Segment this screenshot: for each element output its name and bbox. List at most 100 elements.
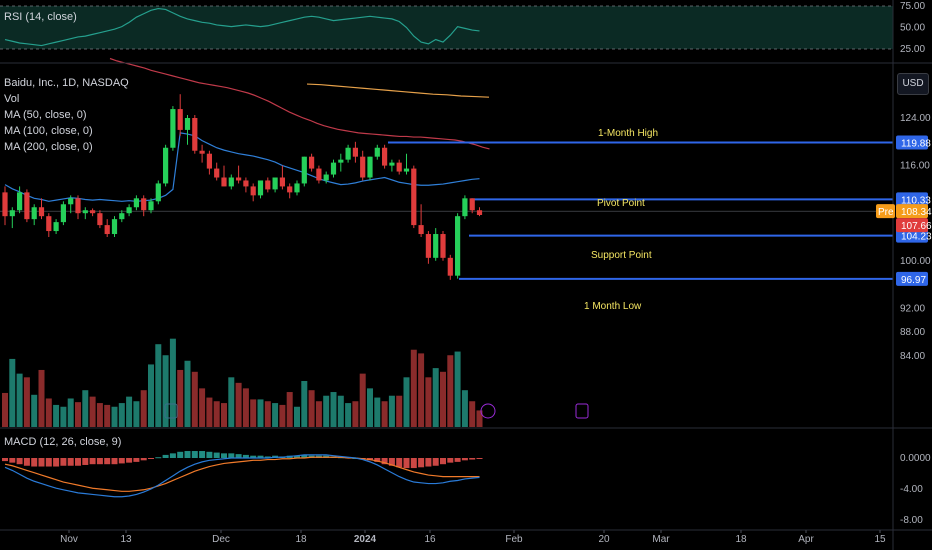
volume-bar: [323, 395, 330, 427]
volume-bar: [38, 369, 45, 427]
volume-bar: [250, 399, 257, 427]
volume-bar: [199, 388, 206, 427]
candle-body: [148, 201, 154, 211]
volume-bar: [2, 392, 8, 427]
candle-body: [243, 180, 249, 187]
candle-body: [411, 168, 417, 226]
macd-histogram-bar: [184, 451, 191, 458]
ma200-label: MA (200, close, 0): [4, 141, 93, 153]
pre-price-label: 108.34: [901, 207, 932, 218]
volume-bar: [352, 401, 359, 427]
candle-body: [250, 186, 256, 196]
candle-body: [418, 225, 424, 235]
candle-body: [403, 168, 410, 172]
candle-body: [374, 147, 380, 157]
volume-bar: [206, 397, 213, 427]
macd-tick-label: -8.00: [900, 515, 923, 526]
candle-body: [382, 147, 388, 166]
rsi-tick-label: 50.00: [900, 23, 925, 34]
macd-histogram-bar: [104, 458, 111, 465]
volume-bar: [53, 404, 60, 427]
candle-body: [360, 156, 366, 178]
candle-body: [38, 207, 45, 217]
price-tag-label: 96.97: [901, 275, 926, 286]
macd-histogram-bar: [410, 458, 417, 469]
price-tick-label: 92.00: [900, 303, 925, 314]
time-tick-label: 18: [735, 534, 747, 545]
volume-bar: [330, 392, 337, 427]
volume-bar: [89, 396, 96, 427]
volume-bar: [148, 364, 154, 427]
candle-body: [352, 147, 358, 157]
volume-bar: [308, 390, 315, 427]
candle-body: [111, 219, 118, 235]
macd-histogram-bar: [16, 458, 23, 465]
time-tick-label: Apr: [798, 534, 814, 545]
candle-body: [104, 225, 110, 235]
time-axis: Nov 13 Dec 18 2024 16 Feb 20 Mar 18 Apr 15: [60, 530, 886, 545]
candle-body: [221, 177, 227, 187]
candle-body: [316, 168, 322, 181]
volume-bar: [16, 373, 23, 427]
time-tick-label: Mar: [652, 534, 670, 545]
price-tag: [896, 135, 928, 150]
candle-body: [425, 234, 431, 258]
candle-body: [345, 147, 351, 160]
ma100-label: MA (100, close, 0): [4, 125, 93, 137]
time-tick-label: 2024: [354, 534, 377, 545]
time-tick-label: 16: [424, 534, 436, 545]
macd-histogram-bar: [403, 458, 410, 469]
volume-bar: [257, 399, 264, 427]
candle-body: [2, 192, 8, 217]
pre-price-tag: [896, 204, 928, 219]
rsi-tick-label: 75.00: [900, 1, 925, 12]
volume-bar: [425, 377, 432, 427]
pre-badge: [876, 204, 895, 219]
close-price-tag: [896, 218, 928, 233]
pre-badge-label: Pre: [878, 207, 894, 218]
macd-histogram-bar: [118, 458, 125, 464]
vol-label: Vol: [4, 93, 19, 105]
candle-body: [287, 186, 293, 193]
macd-histogram-bar: [228, 453, 235, 458]
volume-bar: [140, 390, 147, 427]
candle-body: [9, 210, 15, 217]
candle-body: [469, 198, 475, 211]
macd-histogram-bar: [454, 458, 461, 462]
rsi-label: RSI (14, close): [4, 11, 77, 23]
main-title: Baidu, Inc., 1D, NASDAQ: [4, 77, 129, 89]
volume-bar: [359, 373, 366, 427]
volume-bar: [447, 355, 454, 427]
currency-button[interactable]: USD: [897, 73, 929, 95]
time-tick-label: 15: [874, 534, 886, 545]
candle-body: [323, 174, 329, 181]
macd-histogram-bar: [425, 458, 432, 467]
candle-body: [46, 216, 52, 232]
candle-body: [17, 192, 23, 211]
candle-body: [476, 210, 483, 215]
candle-body: [272, 177, 278, 190]
candle-body: [184, 118, 191, 130]
macd-histogram-bar: [96, 458, 103, 465]
candle-body: [163, 147, 169, 184]
volume-bar: [315, 401, 322, 427]
volume-bar: [410, 349, 417, 427]
volume-bar: [162, 355, 169, 427]
macd-histogram-bar: [374, 458, 381, 462]
volume-bar: [418, 353, 425, 427]
macd-histogram-bar: [53, 458, 60, 467]
ma50-line: [4, 132, 480, 202]
candle-body: [155, 183, 161, 202]
time-tick-label: 18: [295, 534, 307, 545]
macd-histogram-bar: [440, 458, 446, 465]
volume-bar: [374, 397, 381, 427]
price-tag-label: 119.88: [901, 139, 931, 150]
macd-line: [4, 454, 480, 498]
macd-histogram-bar: [264, 456, 271, 458]
price-tick-label: 84.00: [900, 351, 925, 362]
candle-body: [257, 180, 264, 196]
volume-bar: [104, 404, 111, 427]
volume-bar: [60, 406, 67, 427]
candle-body: [97, 213, 103, 226]
